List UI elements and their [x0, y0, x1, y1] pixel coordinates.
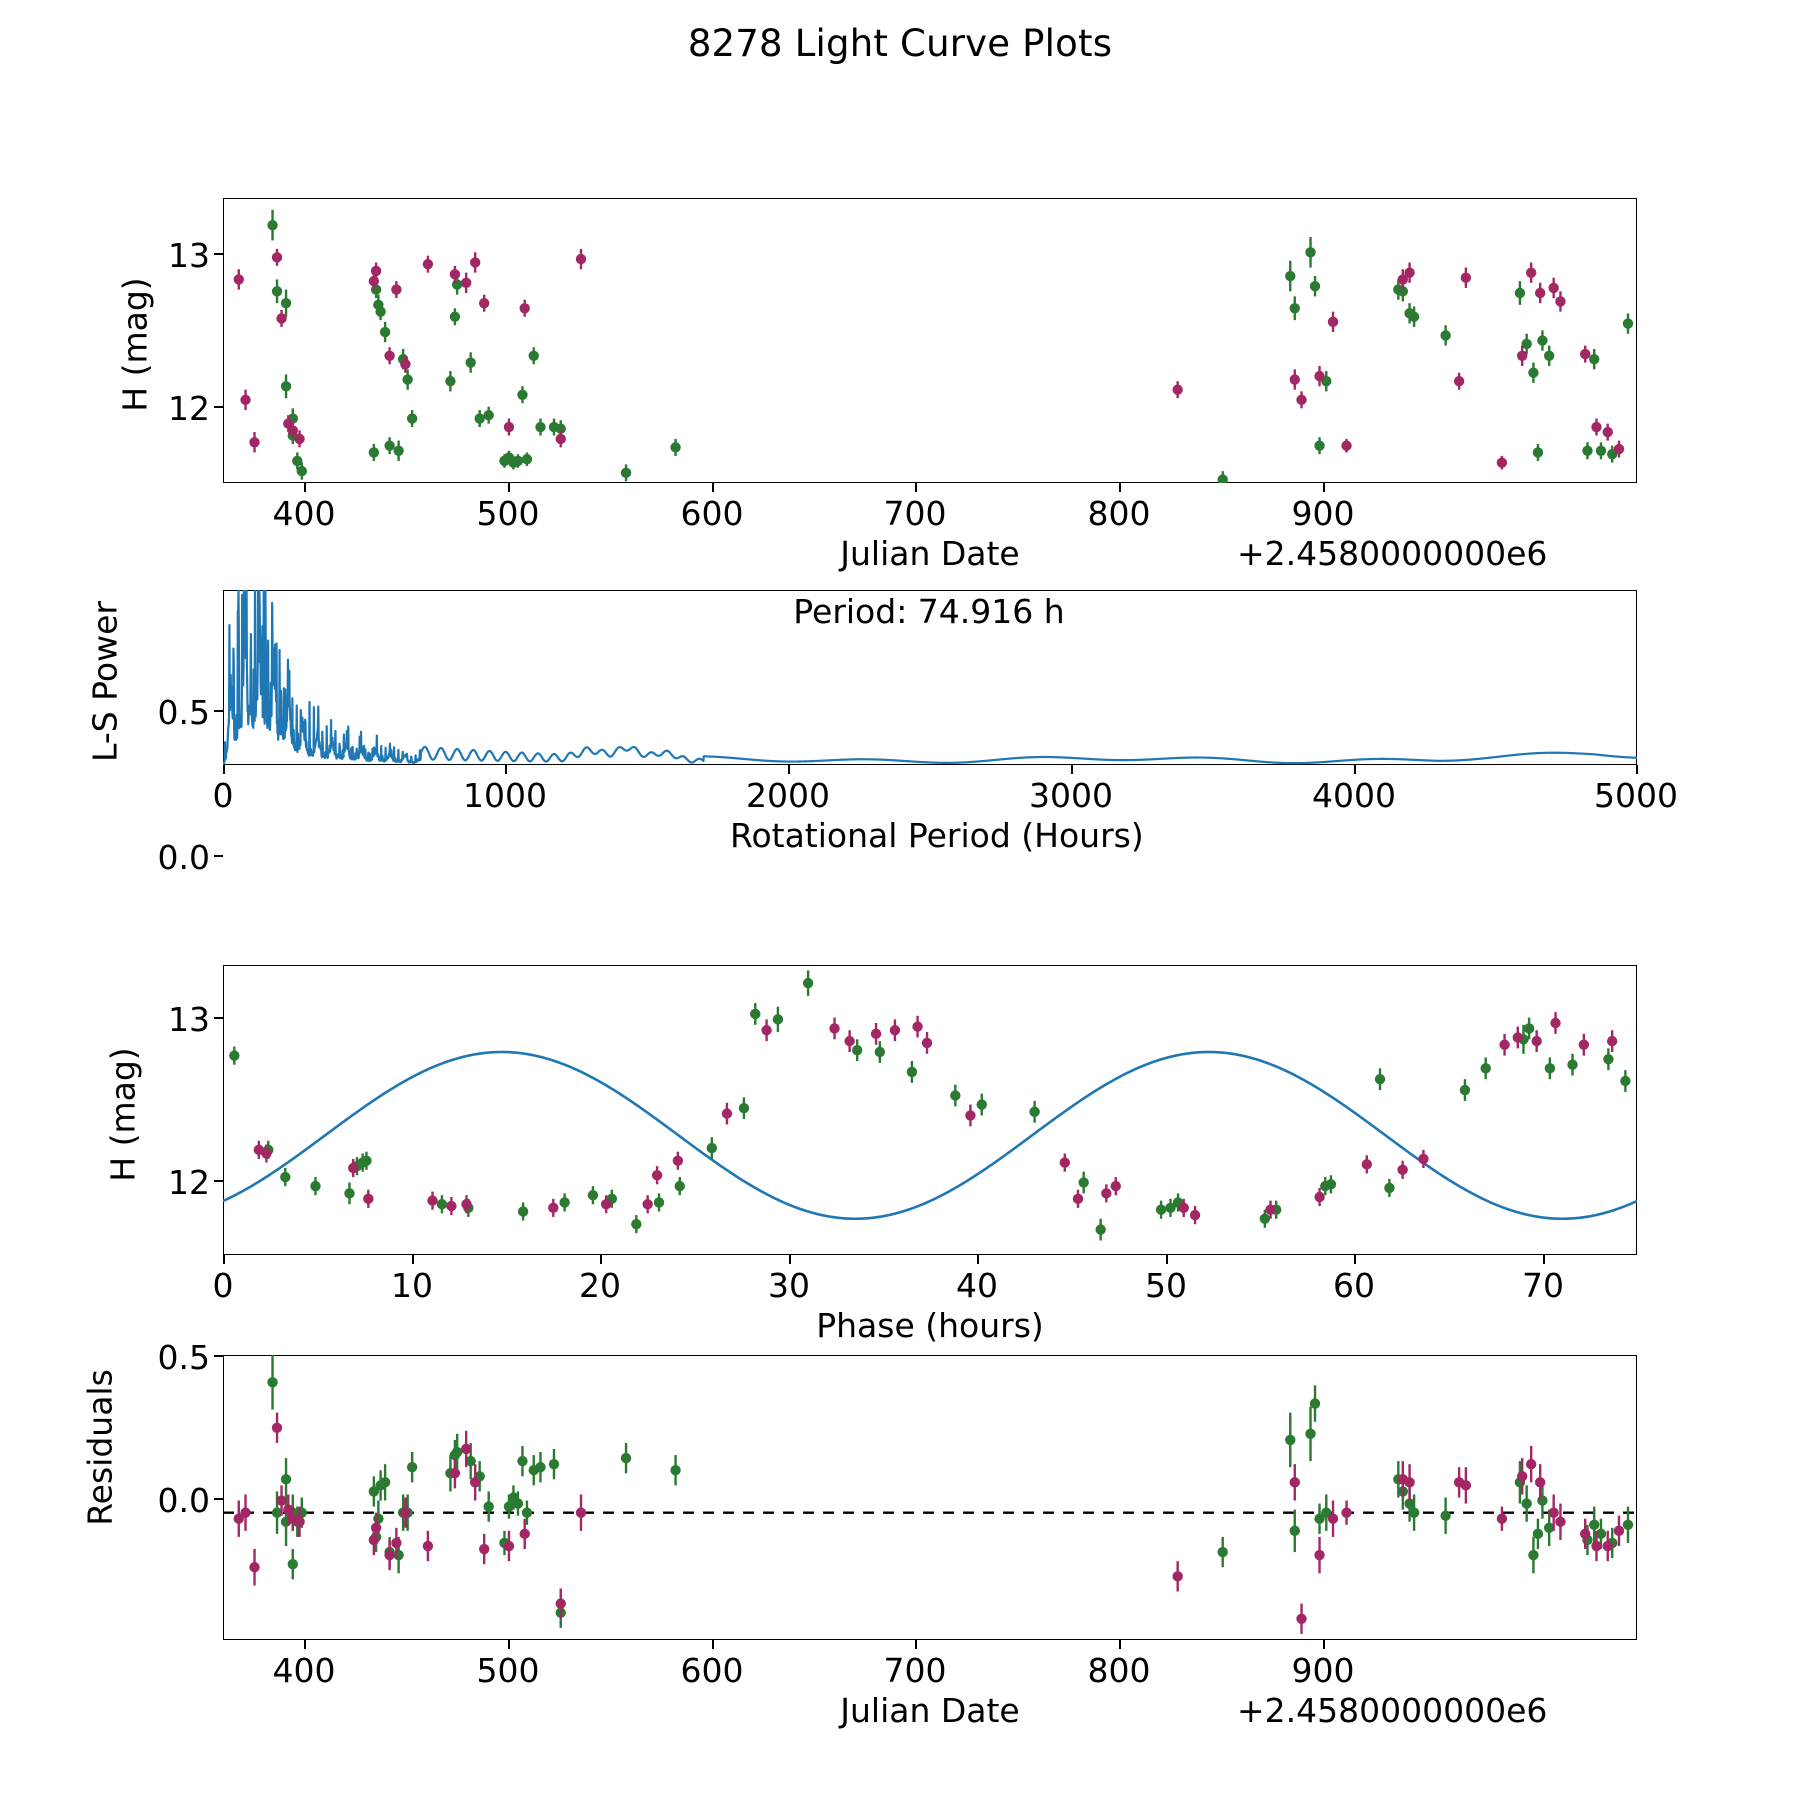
- panel4-xtick-700: 700: [883, 1651, 947, 1690]
- panel2-tick-x-3000: [1071, 765, 1073, 774]
- panel3-xtick-0: 0: [212, 1266, 234, 1305]
- panel1-tick-x-500: [508, 483, 510, 492]
- data-points-band-green: [267, 1355, 1634, 1628]
- panel4-xtick-600: 600: [680, 1651, 744, 1690]
- panel3-xtick-70: 70: [1522, 1266, 1564, 1305]
- panel4-tick-x-500: [508, 1640, 510, 1649]
- panel3-tick-x-30: [789, 1255, 791, 1264]
- panel1-xtick-800: 800: [1087, 494, 1151, 533]
- panel3-xtick-20: 20: [579, 1266, 621, 1305]
- panel3-xtick-40: 40: [956, 1266, 998, 1305]
- periodogram-plot-area: [223, 590, 1637, 765]
- panel2-tick-x-4000: [1354, 765, 1356, 774]
- panel4-xtick-500: 500: [476, 1651, 540, 1690]
- data-points-band-green: [267, 209, 1634, 483]
- panel2-tick-x-2000: [788, 765, 790, 774]
- panel3-tick-x-70: [1543, 1255, 1545, 1264]
- panel4-tick-x-400: [304, 1640, 306, 1649]
- panel1-tick-y-12: [214, 406, 223, 408]
- panel2-xtick-3000: 3000: [1029, 776, 1113, 815]
- panel2-tick-y-05: [214, 710, 223, 712]
- panel1-xtick-700: 700: [883, 494, 947, 533]
- residuals-plot-area: [223, 1355, 1637, 1634]
- panel1-xlabel: Julian Date: [840, 534, 1020, 573]
- phase-folded-plot-area: [223, 970, 1637, 1241]
- panel4-tick-x-600: [712, 1640, 714, 1649]
- figure-title: 8278 Light Curve Plots: [687, 22, 1113, 65]
- panel3-xtick-30: 30: [768, 1266, 810, 1305]
- panel4-x-offset-text: +2.4580000000e6: [1237, 1691, 1548, 1730]
- panel1-tick-x-400: [304, 483, 306, 492]
- panel2-tick-x-0: [223, 765, 225, 774]
- panel2-tick-x-5000: [1636, 765, 1638, 774]
- panel1-xtick-600: 600: [680, 494, 744, 533]
- panel2-ytick-00: 0.0: [157, 838, 210, 877]
- panel2-xtick-1000: 1000: [463, 776, 547, 815]
- panel4-ytick-00: 0.0: [157, 1481, 210, 1520]
- panel1-x-offset-text: +2.4580000000e6: [1237, 534, 1548, 573]
- panel1-xtick-400: 400: [272, 494, 336, 533]
- panel3-xtick-10: 10: [391, 1266, 433, 1305]
- panel4-tick-x-800: [1119, 1640, 1121, 1649]
- panel3-tick-x-20: [600, 1255, 602, 1264]
- panel1-tick-x-800: [1119, 483, 1121, 492]
- panel2-tick-x-1000: [505, 765, 507, 774]
- panel3-ytick-12: 12: [168, 1163, 210, 1202]
- panel4-ytick-05: 0.5: [157, 1338, 210, 1377]
- panel3-tick-y-12: [214, 1180, 223, 1182]
- panel2-tick-y-00: [214, 855, 223, 857]
- panel2-xlabel: Rotational Period (Hours): [730, 816, 1144, 855]
- data-points-band-magenta: [253, 1012, 1618, 1225]
- panel3-tick-y-13: [214, 1017, 223, 1019]
- panel2-ylabel: L-S Power: [85, 601, 125, 762]
- panel4-tick-y-00: [214, 1498, 223, 1500]
- phase-fold-sinusoid-fit: [223, 1050, 1637, 1221]
- panel4-tick-x-900: [1323, 1640, 1325, 1649]
- panel1-tick-x-900: [1323, 483, 1325, 492]
- panel3-tick-x-10: [412, 1255, 414, 1264]
- panel3-xlabel: Phase (hours): [816, 1306, 1044, 1345]
- panel3-xtick-60: 60: [1333, 1266, 1375, 1305]
- panel1-ytick-12: 12: [168, 389, 210, 428]
- panel2-xtick-2000: 2000: [746, 776, 830, 815]
- panel2-xtick-0: 0: [212, 776, 234, 815]
- periodogram-line: [223, 590, 1637, 765]
- data-points-band-magenta: [233, 1412, 1625, 1634]
- panel3-tick-x-0: [223, 1255, 225, 1264]
- panel4-ylabel: Residuals: [80, 1369, 120, 1526]
- panel3-ylabel: H (mag): [103, 1047, 143, 1182]
- panel4-xlabel: Julian Date: [840, 1691, 1020, 1730]
- panel4-xtick-900: 900: [1291, 1651, 1355, 1690]
- panel1-xtick-500: 500: [476, 494, 540, 533]
- panel1-tick-x-600: [712, 483, 714, 492]
- panel4-tick-y-05: [214, 1355, 223, 1357]
- panel1-ytick-13: 13: [168, 236, 210, 275]
- data-points-band-magenta: [233, 248, 1625, 470]
- panel3-tick-x-60: [1354, 1255, 1356, 1264]
- panel3-tick-x-40: [977, 1255, 979, 1264]
- raw-light-curve-plot-area: [233, 209, 1634, 483]
- panel4-tick-x-700: [915, 1640, 917, 1649]
- panel1-tick-y-13: [214, 253, 223, 255]
- panel3-xtick-50: 50: [1145, 1266, 1187, 1305]
- panel4-xtick-800: 800: [1087, 1651, 1151, 1690]
- panel2-xtick-4000: 4000: [1312, 776, 1396, 815]
- panel3-tick-x-50: [1166, 1255, 1168, 1264]
- panel2-ytick-05: 0.5: [157, 693, 210, 732]
- periodogram-period-annotation: Period: 74.916 h: [793, 592, 1065, 631]
- panel3-ytick-13: 13: [168, 1000, 210, 1039]
- panel1-tick-x-700: [915, 483, 917, 492]
- data-points-band-green: [229, 970, 1631, 1241]
- panel1-xtick-900: 900: [1291, 494, 1355, 533]
- panel4-xtick-400: 400: [272, 1651, 336, 1690]
- panel2-xtick-5000: 5000: [1594, 776, 1678, 815]
